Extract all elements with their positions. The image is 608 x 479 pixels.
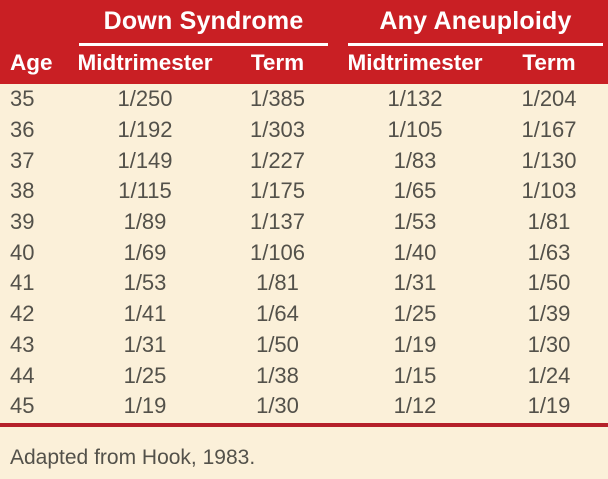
table-body: 35 1/250 1/385 1/132 1/204 36 1/192 1/303 1/105 1… bbox=[0, 84, 608, 422]
risk-value-cell: 1/50 bbox=[256, 331, 299, 357]
risk-value-cell: 1/81 bbox=[527, 209, 571, 235]
age-cell: 44 bbox=[10, 362, 35, 388]
table-row: 35 1/250 1/385 1/132 1/204 bbox=[0, 84, 608, 115]
table-row: 36 1/192 1/303 1/105 1/167 bbox=[0, 115, 608, 146]
column-header-ds-term: Term bbox=[215, 46, 340, 84]
risk-value-cell: 1/19 bbox=[123, 393, 167, 419]
risk-value-cell: 1/65 bbox=[393, 178, 437, 204]
table-row: 41 1/53 1/81 1/31 1/50 bbox=[0, 268, 608, 299]
risk-value-cell: 1/192 bbox=[117, 117, 173, 143]
age-cell: 37 bbox=[10, 147, 35, 173]
risk-value-cell: 1/12 bbox=[393, 393, 437, 419]
risk-value-cell: 1/50 bbox=[527, 270, 571, 296]
risk-value-cell: 1/385 bbox=[249, 86, 306, 112]
group-header-down-syndrome: Down Syndrome bbox=[75, 0, 340, 46]
table-row: 43 1/31 1/50 1/19 1/30 bbox=[0, 330, 608, 361]
table-row: 37 1/149 1/227 1/83 1/130 bbox=[0, 145, 608, 176]
risk-value-cell: 1/64 bbox=[256, 301, 299, 327]
risk-value-cell: 1/38 bbox=[256, 362, 299, 388]
risk-value-cell: 1/63 bbox=[527, 239, 571, 265]
risk-value-cell: 1/24 bbox=[527, 362, 571, 388]
risk-value-cell: 1/39 bbox=[527, 301, 571, 327]
group-header-any-aneuploidy: Any Aneuploidy bbox=[340, 0, 608, 46]
corner-cell bbox=[0, 0, 75, 46]
risk-value-cell: 1/204 bbox=[521, 86, 577, 112]
risk-value-cell: 1/30 bbox=[527, 331, 571, 357]
table-row: 45 1/19 1/30 1/12 1/19 bbox=[0, 391, 608, 422]
risk-value-cell: 1/167 bbox=[521, 117, 577, 143]
age-cell: 35 bbox=[10, 86, 35, 112]
age-cell: 41 bbox=[10, 270, 35, 296]
risk-value-cell: 1/19 bbox=[393, 331, 437, 357]
risk-value-cell: 1/106 bbox=[249, 239, 306, 265]
age-cell: 39 bbox=[10, 209, 35, 235]
age-cell: 45 bbox=[10, 393, 35, 419]
table-row: 38 1/115 1/175 1/65 1/103 bbox=[0, 176, 608, 207]
risk-value-cell: 1/89 bbox=[123, 209, 167, 235]
risk-value-cell: 1/69 bbox=[123, 239, 167, 265]
source-footnote: Adapted from Hook, 1983. bbox=[10, 445, 256, 469]
group-label-down-syndrome: Down Syndrome bbox=[79, 7, 328, 46]
group-label-any-aneuploidy: Any Aneuploidy bbox=[348, 7, 603, 46]
risk-value-cell: 1/137 bbox=[249, 209, 306, 235]
risk-value-cell: 1/130 bbox=[521, 147, 577, 173]
risk-value-cell: 1/103 bbox=[521, 178, 577, 204]
age-cell: 42 bbox=[10, 301, 35, 327]
risk-value-cell: 1/105 bbox=[387, 117, 443, 143]
risk-value-cell: 1/250 bbox=[117, 86, 173, 112]
column-header-ds-midtrimester: Midtrimester bbox=[75, 46, 215, 84]
table-row: 42 1/41 1/64 1/25 1/39 bbox=[0, 299, 608, 330]
risk-value-cell: 1/41 bbox=[123, 301, 167, 327]
risk-value-cell: 1/303 bbox=[249, 117, 306, 143]
risk-table: Down Syndrome Any Aneuploidy Age Midtrim… bbox=[0, 0, 608, 422]
risk-value-cell: 1/53 bbox=[393, 209, 437, 235]
age-cell: 40 bbox=[10, 239, 35, 265]
risk-value-cell: 1/25 bbox=[123, 362, 167, 388]
risk-value-cell: 1/81 bbox=[256, 270, 299, 296]
table-row: 39 1/89 1/137 1/53 1/81 bbox=[0, 207, 608, 238]
risk-value-cell: 1/31 bbox=[123, 331, 167, 357]
risk-value-cell: 1/15 bbox=[393, 362, 437, 388]
column-header-any-term: Term bbox=[490, 46, 608, 84]
column-header-age: Age bbox=[0, 46, 75, 84]
risk-value-cell: 1/149 bbox=[117, 147, 173, 173]
column-header-row: Age Midtrimester Term Midtrimester Term bbox=[0, 46, 608, 84]
risk-value-cell: 1/227 bbox=[249, 147, 306, 173]
table-row: 40 1/69 1/106 1/40 1/63 bbox=[0, 237, 608, 268]
risk-value-cell: 1/115 bbox=[118, 178, 172, 204]
table-row: 44 1/25 1/38 1/15 1/24 bbox=[0, 360, 608, 391]
risk-value-cell: 1/31 bbox=[393, 270, 437, 296]
age-cell: 38 bbox=[10, 178, 35, 204]
age-cell: 43 bbox=[10, 331, 35, 357]
risk-value-cell: 1/25 bbox=[393, 301, 437, 327]
risk-value-cell: 1/53 bbox=[123, 270, 167, 296]
footer-divider-rule bbox=[0, 422, 608, 427]
table-header: Down Syndrome Any Aneuploidy Age Midtrim… bbox=[0, 0, 608, 84]
risk-value-cell: 1/132 bbox=[387, 86, 443, 112]
group-header-row: Down Syndrome Any Aneuploidy bbox=[0, 0, 608, 46]
risk-value-cell: 1/19 bbox=[527, 393, 571, 419]
risk-value-cell: 1/30 bbox=[256, 393, 299, 419]
risk-value-cell: 1/175 bbox=[249, 178, 306, 204]
risk-value-cell: 1/83 bbox=[393, 147, 437, 173]
column-header-any-midtrimester: Midtrimester bbox=[340, 46, 490, 84]
age-cell: 36 bbox=[10, 117, 35, 143]
risk-value-cell: 1/40 bbox=[393, 239, 437, 265]
